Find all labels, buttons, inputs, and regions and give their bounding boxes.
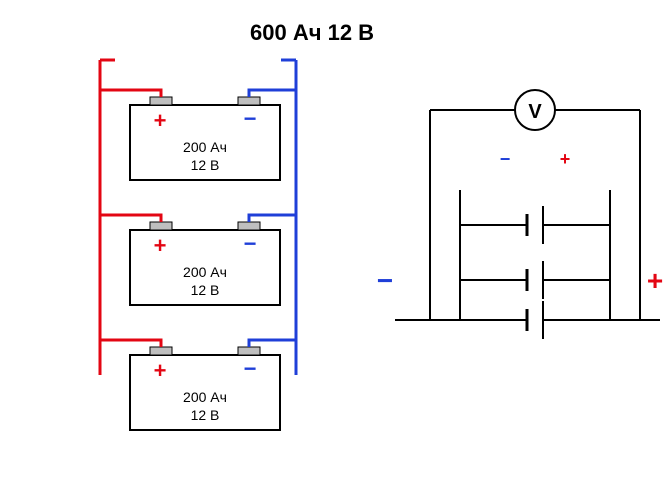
battery-label-line2: 12 В <box>191 282 220 298</box>
battery-2: + − 200 Ач 12 В <box>100 215 296 305</box>
plus-sign: + <box>154 358 167 383</box>
battery-label-line1: 200 Ач <box>183 389 227 405</box>
schematic: V − + <box>377 90 663 339</box>
voltmeter-minus: − <box>500 149 511 169</box>
bus-minus: − <box>377 265 393 296</box>
battery-label-line1: 200 Ач <box>183 139 227 155</box>
bus-plus: + <box>647 265 663 296</box>
plus-sign: + <box>154 233 167 258</box>
battery-label-line2: 12 В <box>191 407 220 423</box>
voltmeter-label: V <box>528 101 542 123</box>
plus-sign: + <box>154 108 167 133</box>
battery-label-line1: 200 Ач <box>183 264 227 280</box>
minus-sign: − <box>244 356 257 381</box>
battery-1: + − 200 Ач 12 В <box>100 90 296 180</box>
diagram-canvas: 600 Ач 12 В + − 200 Ач 12 В <box>0 0 671 503</box>
battery-3: + − 200 Ач 12 В <box>100 340 296 430</box>
minus-sign: − <box>244 106 257 131</box>
battery-label-line2: 12 В <box>191 157 220 173</box>
voltmeter-plus: + <box>560 149 571 169</box>
minus-sign: − <box>244 231 257 256</box>
wiring-diagram-svg: + − 200 Ач 12 В + − 200 Ач 12 В + − 20 <box>0 0 671 503</box>
